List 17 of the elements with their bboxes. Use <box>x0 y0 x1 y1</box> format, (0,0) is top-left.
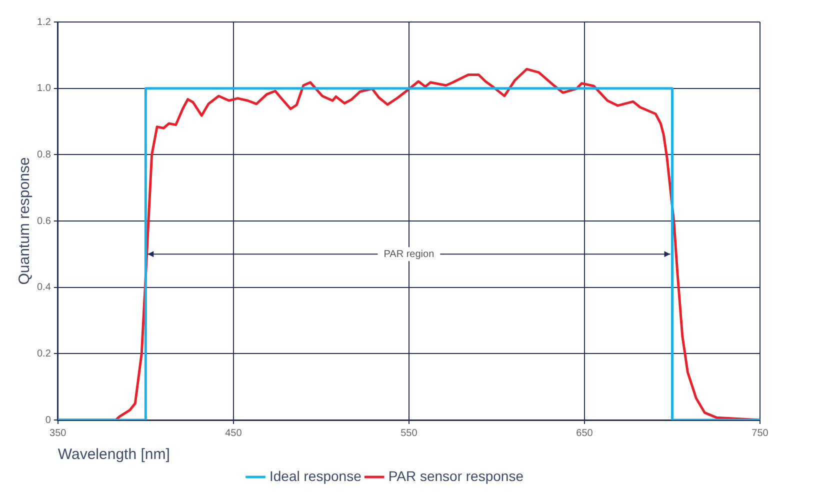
x-tick-label: 650 <box>576 428 594 439</box>
y-tick-label: 0 <box>45 414 52 426</box>
y-tick-label: 0.2 <box>36 348 52 360</box>
y-axis-title: Quantum response <box>16 157 34 285</box>
annotation: PAR region <box>384 248 434 260</box>
y-tick-label: 0.6 <box>36 216 52 227</box>
x-tick-label: 750 <box>752 428 769 439</box>
x-tick-label: 450 <box>225 428 242 439</box>
legend-label: PAR sensor response <box>388 468 524 484</box>
x-axis-title: Wavelength [nm] <box>58 446 170 464</box>
y-tick-label: 1.0 <box>36 83 52 94</box>
y-tick-label: 0.8 <box>36 149 52 160</box>
x-tick-label: 350 <box>50 428 67 439</box>
legend-label: Ideal response <box>270 468 362 484</box>
y-tick-label: 1.2 <box>36 16 52 28</box>
x-tick-label: 550 <box>400 428 418 439</box>
y-tick-label: 0.4 <box>36 282 52 294</box>
